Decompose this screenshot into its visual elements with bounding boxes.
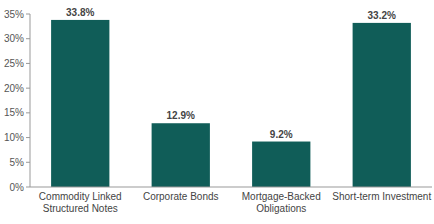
tick-mark <box>26 137 30 138</box>
bars <box>51 20 411 187</box>
category-label-line: Structured Notes <box>43 203 118 214</box>
data-label: 33.2% <box>368 10 396 21</box>
tick-mark <box>26 63 30 64</box>
data-label: 12.9% <box>167 110 195 121</box>
tick-mark <box>26 112 30 113</box>
tick-mark <box>26 187 30 188</box>
category-label: Commodity LinkedStructured Notes <box>39 191 122 214</box>
y-axis: 0% 5% 10% 15% 20% 25% 30% 35% <box>4 9 30 193</box>
data-label: 33.8% <box>66 7 94 18</box>
bar <box>152 123 210 187</box>
bar <box>353 23 411 187</box>
bar <box>51 20 109 187</box>
chart-container: 0% 5% 10% 15% 20% 25% 30% 35% 33.8% 12.9% 9.2% 33.2… <box>0 0 434 224</box>
tick-label: 0% <box>10 182 25 193</box>
x-axis-line <box>30 187 432 188</box>
category-label: Mortgage-BackedObligations <box>242 191 321 214</box>
tick-label: 25% <box>4 58 24 69</box>
y-axis-line <box>30 14 31 187</box>
tick-mark <box>26 88 30 89</box>
category-label-line: Obligations <box>256 203 306 214</box>
tick-label: 5% <box>10 157 25 168</box>
x-axis: Commodity LinkedStructured Notes Corporat… <box>30 187 432 214</box>
tick-label: 15% <box>4 107 24 118</box>
category-label: Corporate Bonds <box>143 191 219 202</box>
category-label: Short-term Investment <box>332 191 431 202</box>
tick-label: 10% <box>4 132 24 143</box>
tick-mark <box>26 38 30 39</box>
category-label-line: Commodity Linked <box>39 191 122 202</box>
tick-label: 35% <box>4 9 24 20</box>
category-label-line: Mortgage-Backed <box>242 191 321 202</box>
data-labels: 33.8% 12.9% 9.2% 33.2% <box>66 7 396 140</box>
data-label: 9.2% <box>270 129 293 140</box>
tick-label: 20% <box>4 83 24 94</box>
tick-mark <box>26 14 30 15</box>
tick-label: 30% <box>4 33 24 44</box>
chart-svg: 0% 5% 10% 15% 20% 25% 30% 35% 33.8% 12.9% 9.2% 33.2… <box>0 0 434 224</box>
tick-mark <box>26 162 30 163</box>
bar <box>252 142 310 187</box>
